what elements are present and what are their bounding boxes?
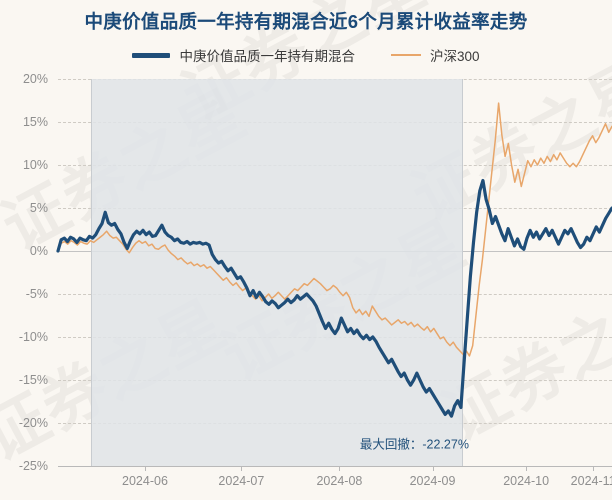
x-axis-tick [144, 466, 146, 471]
x-axis-tick [432, 466, 434, 471]
y-axis-tick-label: -5% [25, 287, 48, 301]
y-axis-tick-label: 15% [22, 115, 48, 129]
y-axis-tick-label: -20% [18, 416, 48, 430]
y-axis-tick-label: 10% [22, 158, 48, 172]
page-title: 中庚价值品质一年持有期混合近6个月累计收益率走势 [84, 11, 528, 32]
legend-item-fund[interactable]: 中庚价值品质一年持有期混合 [132, 45, 355, 65]
x-axis-tick [339, 466, 341, 471]
drawdown-band [91, 79, 463, 466]
legend-label-benchmark: 沪深300 [429, 49, 480, 64]
y-axis-tick-label: 20% [22, 72, 48, 86]
legend-swatch-fund [132, 52, 171, 58]
legend-swatch-benchmark [390, 54, 421, 56]
y-axis-tick-label: -15% [18, 373, 48, 387]
y-axis-tick-label: -10% [18, 330, 48, 344]
x-axis-tick [593, 466, 595, 471]
drawdown-band-edge [462, 79, 464, 466]
series-line [56, 178, 612, 418]
x-axis-tick-label: 2024-08 [316, 474, 363, 488]
gridline [58, 466, 612, 467]
y-axis-tick-label: 0% [29, 244, 48, 258]
chart-legend: 中庚价值品质一年持有期混合 沪深300 [0, 45, 612, 65]
x-axis-tick-label: 2024-07 [218, 474, 265, 488]
y-axis-tick-label: -25% [18, 459, 48, 473]
series-lines [56, 102, 612, 418]
legend-label-fund: 中庚价值品质一年持有期混合 [179, 49, 355, 64]
drawdown-band-edge [91, 79, 93, 466]
x-axis-tick [241, 466, 243, 471]
x-axis-tick-label: 2024-06 [122, 474, 168, 488]
x-axis-tick [526, 466, 528, 471]
x-axis-tick-label: 2024-10 [503, 474, 550, 488]
y-axis-tick-label: 5% [29, 201, 48, 215]
legend-item-benchmark[interactable]: 沪深300 [390, 45, 480, 65]
series-line [57, 102, 612, 357]
x-axis-tick-label: 2024-09 [409, 474, 456, 488]
x-axis-tick-label: 2024-11 [570, 474, 612, 488]
max-drawdown-label: 最大回撤：-22.27% [359, 437, 469, 452]
plot-area [56, 79, 612, 466]
